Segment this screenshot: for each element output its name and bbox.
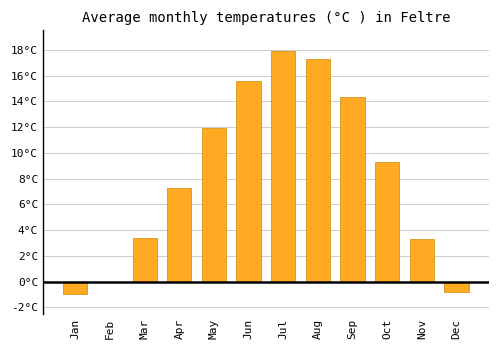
Bar — [167, 188, 192, 282]
Bar — [340, 97, 364, 282]
Title: Average monthly temperatures (°C ) in Feltre: Average monthly temperatures (°C ) in Fe… — [82, 11, 450, 25]
Bar — [271, 51, 295, 282]
Bar — [306, 59, 330, 282]
Bar — [410, 239, 434, 282]
Bar — [202, 128, 226, 282]
Bar — [375, 162, 400, 282]
Bar — [132, 238, 157, 282]
Bar — [63, 282, 88, 294]
Bar — [236, 80, 260, 282]
Bar — [444, 282, 468, 292]
